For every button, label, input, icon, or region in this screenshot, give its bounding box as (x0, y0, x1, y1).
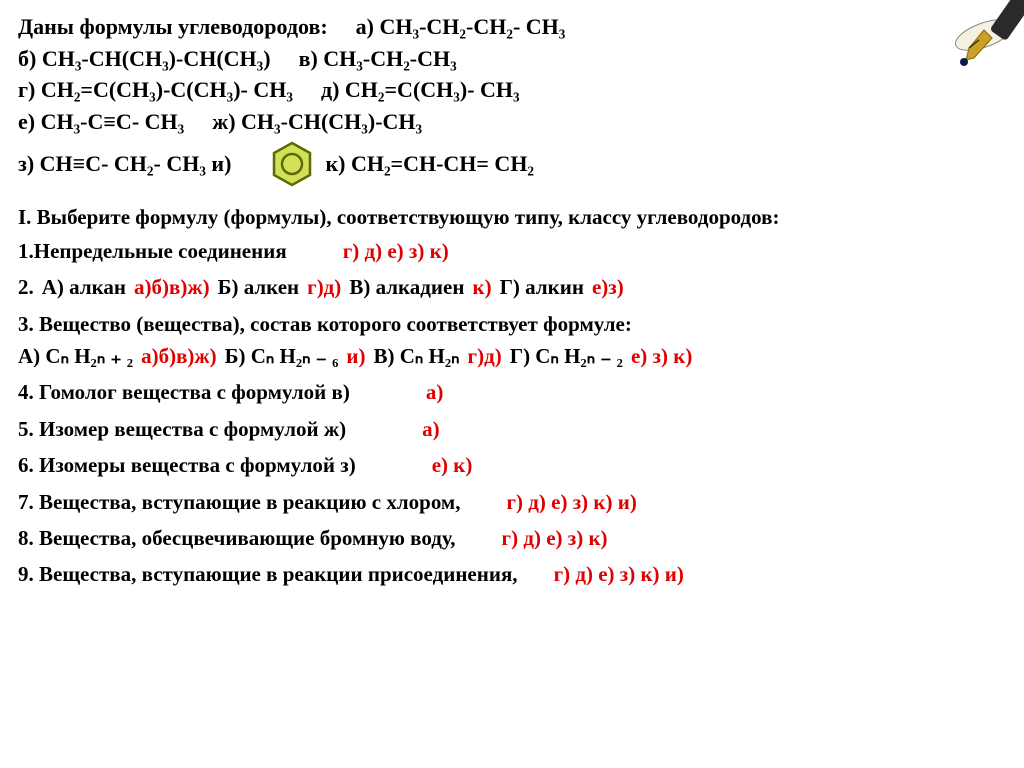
formula-d: д) CH₂=C(CH₃)- CH₃ (321, 75, 520, 105)
worksheet-content: Даны формулы углеводородов: а) CH₃-CH₂-C… (0, 0, 1024, 609)
section-1-title: I. Выберите формулу (формулы), соответст… (18, 203, 1000, 231)
q9-answer: г) д) е) з) к) и) (554, 560, 684, 588)
q3-ans-a: а)б)в)ж) (141, 342, 217, 370)
question-7: 7. Вещества, вступающие в реакцию с хлор… (18, 488, 1000, 516)
benzene-icon (267, 139, 317, 189)
q4-text: 4. Гомолог вещества с формулой в) (18, 378, 350, 406)
q3-opt-a: А) Cₙ H₂ₙ ₊ ₂ (18, 342, 133, 370)
formula-a: а) CH₃-CH₂-CH₂- CH₃ (356, 12, 566, 42)
fountain-pen-icon (914, 0, 1024, 110)
formula-e: е) CH₃-C≡C- CH₃ (18, 107, 184, 137)
q2-ans-a: а)б)в)ж) (134, 273, 210, 301)
q2-opt-a: А) алкан (42, 273, 126, 301)
q5-answer: а) (422, 415, 440, 443)
q7-text: 7. Вещества, вступающие в реакцию с хлор… (18, 488, 461, 516)
q2-opt-b: Б) алкен (218, 273, 300, 301)
q6-answer: е) к) (432, 451, 473, 479)
q2-opt-c: В) алкадиен (349, 273, 464, 301)
q1-answer: г) д) е) з) к) (343, 237, 449, 265)
question-6: 6. Изомеры вещества с формулой з) е) к) (18, 451, 1000, 479)
q7-answer: г) д) е) з) к) и) (507, 488, 637, 516)
q8-text: 8. Вещества, обесцвечивающие бромную вод… (18, 524, 456, 552)
question-5: 5. Изомер вещества с формулой ж) а) (18, 415, 1000, 443)
q3-opt-b: Б) Cₙ H₂ₙ ₋ ₆ (225, 342, 339, 370)
question-3-options: А) Cₙ H₂ₙ ₊ ₂ а)б)в)ж) Б) Cₙ H₂ₙ ₋ ₆ и) … (18, 342, 1000, 370)
question-2: 2. А) алкан а)б)в)ж) Б) алкен г)д) В) ал… (18, 273, 1000, 301)
formula-block: Даны формулы углеводородов: а) CH₃-CH₂-C… (18, 12, 1000, 189)
q6-text: 6. Изомеры вещества с формулой з) (18, 451, 356, 479)
q4-answer: а) (426, 378, 444, 406)
q2-prefix: 2. (18, 273, 34, 301)
intro-text: Даны формулы углеводородов: (18, 12, 328, 42)
question-9: 9. Вещества, вступающие в реакции присое… (18, 560, 1000, 588)
q8-answer: г) д) е) з) к) (502, 524, 608, 552)
question-8: 8. Вещества, обесцвечивающие бромную вод… (18, 524, 1000, 552)
question-4: 4. Гомолог вещества с формулой в) а) (18, 378, 1000, 406)
q3-ans-b: и) (346, 342, 365, 370)
q3-opt-c: В) Cₙ H₂ₙ (374, 342, 460, 370)
formula-z: з) CH≡C- CH₂- CH₃ и) (18, 149, 231, 179)
q2-ans-d: е)з) (592, 273, 624, 301)
q1-text: 1.Непредельные соединения (18, 237, 287, 265)
formula-zh: ж) CH₃-CH(CH₃)-CH₃ (212, 107, 422, 137)
q2-ans-c: к) (472, 273, 491, 301)
formula-b: б) CH₃-CH(CH₃)-CH(CH₃) (18, 44, 271, 74)
q3-ans-d: е) з) к) (631, 342, 692, 370)
q3-ans-c: г)д) (468, 342, 502, 370)
q2-ans-b: г)д) (307, 273, 341, 301)
q3-text: 3. Вещество (вещества), состав которого … (18, 310, 1000, 338)
q9-text: 9. Вещества, вступающие в реакции присое… (18, 560, 518, 588)
q3-opt-d: Г) Cₙ H₂ₙ ₋ ₂ (510, 342, 623, 370)
formula-g: г) CH₂=C(CH₃)-C(CH₃)- CH₃ (18, 75, 293, 105)
formula-v: в) CH₃-CH₂-CH₃ (299, 44, 457, 74)
q5-text: 5. Изомер вещества с формулой ж) (18, 415, 346, 443)
question-1: 1.Непредельные соединения г) д) е) з) к) (18, 237, 1000, 265)
q2-opt-d: Г) алкин (500, 273, 584, 301)
formula-k: к) CH₂=CH-CH= CH₂ (325, 149, 534, 179)
